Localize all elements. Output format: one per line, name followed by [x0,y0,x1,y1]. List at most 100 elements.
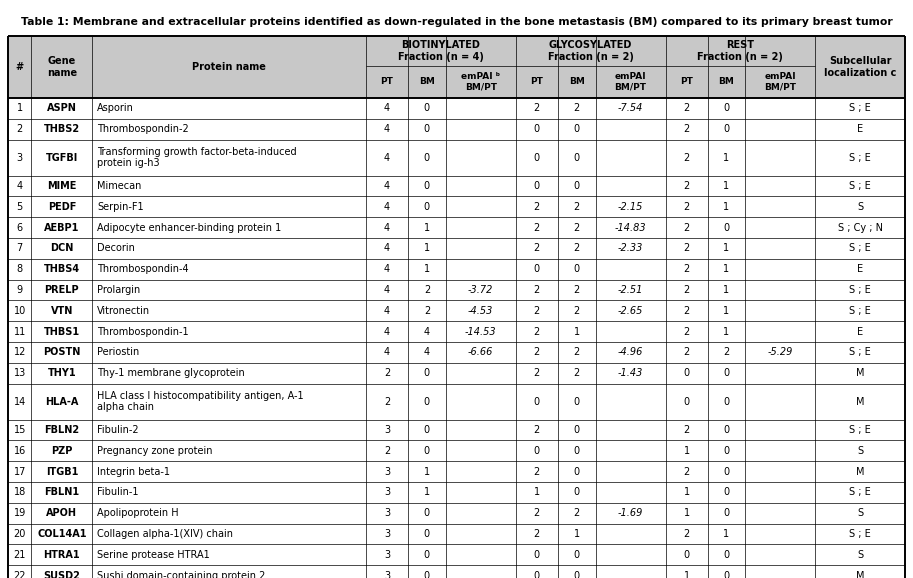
Text: -2.33: -2.33 [618,243,643,253]
Text: 1: 1 [723,306,729,316]
Bar [8,321,905,342]
Text: 4: 4 [384,285,390,295]
Text: PEDF: PEDF [47,202,76,212]
Text: 0: 0 [534,153,540,162]
Text: 16: 16 [14,446,26,456]
Text: TGFBI: TGFBI [46,153,78,162]
Text: PT: PT [530,77,543,87]
Text: VTN: VTN [50,306,73,316]
Text: 12: 12 [14,347,26,357]
Text: 13: 13 [14,368,26,378]
Text: 0: 0 [534,124,540,134]
Text: Subcellular
localization c: Subcellular localization c [824,56,897,78]
Text: M: M [855,397,865,406]
Text: 9: 9 [16,285,23,295]
Text: 1: 1 [723,529,729,539]
Text: 4: 4 [384,202,390,212]
Text: 2: 2 [534,529,540,539]
Text: 2: 2 [573,508,580,518]
Text: 2: 2 [383,397,390,406]
Text: S ; E: S ; E [849,487,871,498]
Text: 1: 1 [684,508,689,518]
Text: 0: 0 [573,570,580,578]
Text: 11: 11 [14,327,26,336]
Text: 2: 2 [684,285,689,295]
Bar [815,36,905,98]
Bar [31,36,92,98]
Text: 0: 0 [424,103,430,113]
Text: 2: 2 [534,368,540,378]
Text: 2: 2 [684,223,689,232]
Text: 2: 2 [684,327,689,336]
Text: 0: 0 [723,550,729,560]
Text: 2: 2 [573,103,580,113]
Text: 0: 0 [424,529,430,539]
Text: emPAI
BM/PT: emPAI BM/PT [764,72,796,92]
Text: PT: PT [381,77,394,87]
Bar [366,66,408,98]
Text: 2: 2 [684,181,689,191]
Text: Asporin: Asporin [98,103,134,113]
Text: 0: 0 [723,223,729,232]
Text: S ; E: S ; E [849,347,871,357]
Text: 0: 0 [424,124,430,134]
Text: 1: 1 [723,153,729,162]
Text: 3: 3 [384,466,390,477]
Text: 1: 1 [684,570,689,578]
Text: -2.15: -2.15 [618,202,643,212]
Text: M: M [855,466,865,477]
Text: 0: 0 [573,425,580,435]
Text: 0: 0 [723,124,729,134]
Text: -6.66: -6.66 [468,347,493,357]
Text: M: M [855,570,865,578]
Bar [516,66,558,98]
Bar [8,363,905,384]
Text: REST
Fraction (n = 2): REST Fraction (n = 2) [698,40,783,62]
Text: 5: 5 [16,202,23,212]
Text: 10: 10 [14,306,26,316]
Text: S: S [857,508,863,518]
Text: 3: 3 [384,529,390,539]
Text: 1: 1 [534,487,540,498]
Text: 2: 2 [684,103,689,113]
Bar [8,565,905,578]
Text: 0: 0 [424,508,430,518]
Bar [8,420,905,440]
Text: 0: 0 [684,397,689,406]
Text: 0: 0 [424,446,430,456]
Text: Vitronectin: Vitronectin [98,306,151,316]
Bar [408,66,446,98]
Text: 6: 6 [16,223,23,232]
Text: emPAI
BM/PT: emPAI BM/PT [614,72,646,92]
Text: 0: 0 [723,487,729,498]
Text: 2: 2 [573,306,580,316]
Text: 4: 4 [384,306,390,316]
Text: 0: 0 [573,446,580,456]
Text: S: S [857,202,863,212]
Bar [8,217,905,238]
Text: 1: 1 [723,181,729,191]
Text: 4: 4 [384,153,390,162]
Text: PZP: PZP [51,446,72,456]
Text: S ; E: S ; E [849,306,871,316]
Text: 2: 2 [684,347,689,357]
Text: -3.72: -3.72 [468,285,493,295]
Text: ITGB1: ITGB1 [46,466,78,477]
Text: 2: 2 [573,202,580,212]
Text: MIME: MIME [47,181,77,191]
Text: 0: 0 [723,368,729,378]
Text: BM: BM [719,77,734,87]
Text: -7.54: -7.54 [618,103,643,113]
Text: 22: 22 [14,570,26,578]
Text: Thrombospondin-1: Thrombospondin-1 [98,327,189,336]
Text: 0: 0 [723,508,729,518]
Text: 2: 2 [534,508,540,518]
Text: 0: 0 [573,264,580,274]
Text: 0: 0 [534,446,540,456]
Bar [8,440,905,461]
Text: 2: 2 [684,306,689,316]
Text: #: # [16,62,24,72]
Text: 20: 20 [14,529,26,539]
Text: 1: 1 [424,487,430,498]
Text: 2: 2 [16,124,23,134]
